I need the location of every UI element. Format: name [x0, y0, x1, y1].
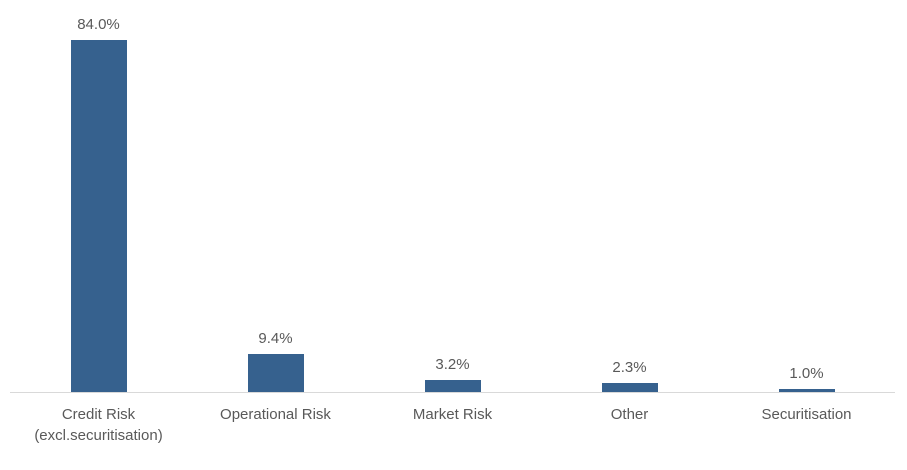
bar-value-label: 3.2% [435, 355, 470, 373]
bar [70, 40, 127, 393]
x-axis-label: Securitisation [761, 406, 852, 423]
bar-value-label: 1.0% [789, 364, 824, 382]
x-axis-label: Other [610, 406, 649, 423]
plot-area: 84.0% 9.4% 3.2% 2.3% 1.0% [10, 15, 895, 393]
bar-value-label: 2.3% [612, 359, 647, 377]
bar [247, 353, 304, 393]
x-axis-labels: Credit Risk (excl.securitisation) Operati… [10, 404, 895, 446]
bar-group: 3.2% [364, 356, 541, 393]
bar [424, 379, 481, 393]
bar-group: 2.3% [541, 359, 718, 393]
bar [601, 383, 658, 393]
x-axis-label: Market Risk [412, 406, 493, 423]
bar-group: 84.0% [10, 16, 187, 393]
x-axis-label: Operational Risk [220, 406, 331, 423]
x-axis-label: Credit Risk (excl.securitisation) [34, 406, 163, 444]
bar-group: 9.4% [187, 329, 364, 393]
x-axis-line [10, 392, 895, 393]
bar-group: 1.0% [718, 365, 895, 393]
bar-value-label: 84.0% [77, 16, 120, 34]
bar-value-label: 9.4% [258, 329, 293, 347]
bar [778, 388, 835, 393]
